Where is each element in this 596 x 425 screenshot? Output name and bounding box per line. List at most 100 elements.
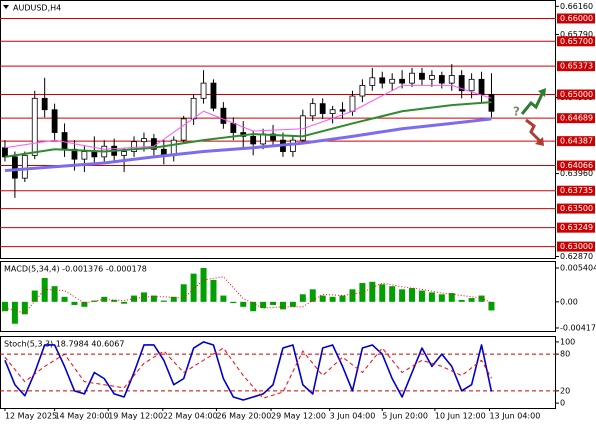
y-tick-label: 0.00 xyxy=(560,297,578,306)
x-tick-label: 29 May 12:00 xyxy=(271,412,326,421)
panel: MACD(5,34,4) -0.001376 -0.000178 0.005404… xyxy=(0,261,596,332)
candle-body xyxy=(379,77,386,84)
candle-body xyxy=(478,78,485,95)
x-tick-label: 19 May 12:00 xyxy=(108,412,163,421)
level-label: 0.64689 xyxy=(560,114,593,123)
candle-body xyxy=(468,78,475,92)
level-label-box xyxy=(557,61,595,72)
indicator-line xyxy=(4,276,492,314)
candle-body xyxy=(438,75,445,84)
candle-body xyxy=(11,156,18,179)
candle-body xyxy=(131,141,137,152)
candle-body xyxy=(389,78,396,84)
histogram-bar xyxy=(111,299,118,302)
candle-body xyxy=(21,154,28,179)
histogram-bar xyxy=(270,301,277,305)
level-label: 0.63249 xyxy=(560,223,593,232)
panel-frame xyxy=(0,0,556,259)
indicator-line xyxy=(4,117,492,173)
histogram-bar xyxy=(150,295,157,302)
candle-body xyxy=(91,151,98,158)
histogram-bar xyxy=(230,301,237,304)
histogram-bar xyxy=(101,296,108,302)
histogram-bar xyxy=(349,289,356,302)
histogram-bar xyxy=(260,301,267,309)
indicator-line xyxy=(4,84,492,150)
level-label-box xyxy=(557,89,595,100)
panel: Stoch(5,3,3) 18.7984 40.6067 100 80 20 0 12 M… xyxy=(0,336,575,421)
histogram-bar xyxy=(140,292,147,302)
histogram-bar xyxy=(438,294,445,302)
histogram-bar xyxy=(71,301,78,305)
candle-body xyxy=(141,138,147,143)
up-arrow xyxy=(520,91,545,115)
histogram-bar xyxy=(180,284,187,302)
y-tick-label: 0.66160 xyxy=(560,2,593,11)
x-tick-label: 22 May 04:00 xyxy=(163,412,218,421)
histogram-bar xyxy=(1,301,8,312)
histogram-bar xyxy=(409,288,416,302)
indicator-line xyxy=(4,341,493,401)
level-label: 0.63735 xyxy=(560,186,593,195)
candle-body xyxy=(180,118,187,141)
histogram-bar xyxy=(428,292,435,302)
panel: AUDUSD,H40.661600.657900.649600.639600.6… xyxy=(0,0,595,261)
level-label-box xyxy=(557,36,595,47)
candle-body xyxy=(309,103,316,117)
indicator-line xyxy=(4,347,492,399)
histogram-bar xyxy=(319,295,326,302)
candle-body xyxy=(339,109,346,112)
panel-frame xyxy=(0,261,556,332)
level-label: 0.66000 xyxy=(560,14,593,23)
histogram-bar xyxy=(250,301,257,312)
level-label-box xyxy=(557,160,595,171)
histogram-bar xyxy=(51,286,58,302)
histogram-bar xyxy=(41,278,48,302)
x-tick-label: 5 Jun 20:00 xyxy=(382,412,428,421)
level-label-box xyxy=(557,13,595,24)
candle-body xyxy=(121,151,128,156)
histogram-bar xyxy=(190,273,197,302)
panel-title: Stoch(5,3,3) 18.7984 40.6067 xyxy=(4,340,124,349)
level-label: 0.65700 xyxy=(560,37,593,46)
histogram-bar xyxy=(160,300,167,302)
histogram-bar xyxy=(309,289,316,302)
histogram-bar xyxy=(399,289,406,302)
candle-body xyxy=(220,107,227,124)
histogram-bar xyxy=(131,295,138,302)
candle-body xyxy=(409,72,415,84)
candle-body xyxy=(349,95,356,112)
histogram-bar xyxy=(418,290,425,302)
histogram-bar xyxy=(379,284,386,302)
histogram-bar xyxy=(170,296,177,302)
panel-frame xyxy=(0,336,556,409)
up-arrow-head xyxy=(538,88,546,97)
histogram-bar xyxy=(91,300,98,302)
down-arrow xyxy=(525,118,543,144)
histogram-bar xyxy=(389,286,396,302)
x-tick-label: 3 Jun 04:00 xyxy=(330,412,376,421)
histogram-bar xyxy=(200,268,207,302)
y-tick-label: 0.62870 xyxy=(560,252,593,261)
histogram-bar xyxy=(279,301,286,310)
level-label-box xyxy=(557,222,595,233)
level-label: 0.65000 xyxy=(560,90,593,99)
candle-body xyxy=(399,78,406,84)
histogram-bar xyxy=(21,301,28,315)
histogram-bar xyxy=(240,301,247,307)
x-tick-label: 12 May 2025 xyxy=(5,412,57,421)
level-label-box xyxy=(557,203,595,214)
candle-body xyxy=(419,72,425,80)
candle-body xyxy=(31,97,38,156)
candle-body xyxy=(210,82,217,109)
level-label: 0.63000 xyxy=(560,242,593,251)
panel-title: MACD(5,34,4) -0.001376 -0.000178 xyxy=(4,265,147,274)
candle-body xyxy=(2,147,8,158)
level-label-box xyxy=(557,113,595,124)
candle-body xyxy=(61,132,68,150)
candle-body xyxy=(369,77,376,86)
histogram-bar xyxy=(299,294,306,302)
